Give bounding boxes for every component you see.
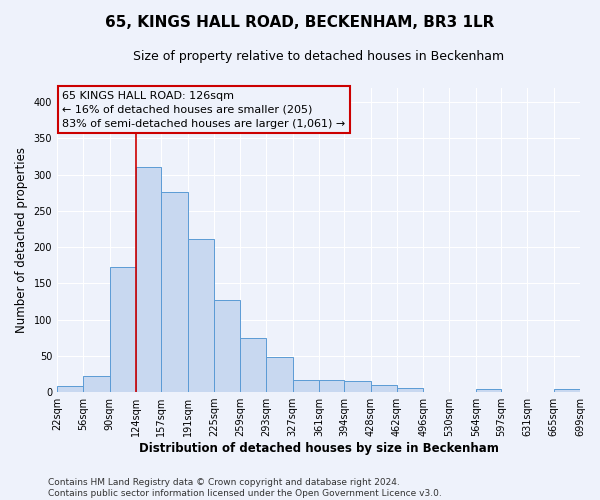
Bar xyxy=(319,380,344,392)
Bar xyxy=(397,388,423,392)
Bar xyxy=(240,338,266,392)
Text: Contains HM Land Registry data © Crown copyright and database right 2024.
Contai: Contains HM Land Registry data © Crown c… xyxy=(48,478,442,498)
Bar xyxy=(371,385,397,392)
Bar xyxy=(110,266,136,392)
Bar xyxy=(57,386,83,392)
Y-axis label: Number of detached properties: Number of detached properties xyxy=(15,147,28,333)
Bar xyxy=(344,381,371,392)
Title: Size of property relative to detached houses in Beckenham: Size of property relative to detached ho… xyxy=(133,50,504,63)
Bar xyxy=(476,389,501,392)
Bar xyxy=(214,300,240,392)
Bar xyxy=(293,380,319,392)
Bar xyxy=(266,358,293,392)
X-axis label: Distribution of detached houses by size in Beckenham: Distribution of detached houses by size … xyxy=(139,442,499,455)
Text: 65 KINGS HALL ROAD: 126sqm
← 16% of detached houses are smaller (205)
83% of sem: 65 KINGS HALL ROAD: 126sqm ← 16% of deta… xyxy=(62,91,346,129)
Bar xyxy=(188,239,214,392)
Bar xyxy=(161,192,188,392)
Bar xyxy=(83,376,110,392)
Bar xyxy=(136,167,161,392)
Bar xyxy=(554,389,580,392)
Text: 65, KINGS HALL ROAD, BECKENHAM, BR3 1LR: 65, KINGS HALL ROAD, BECKENHAM, BR3 1LR xyxy=(106,15,494,30)
